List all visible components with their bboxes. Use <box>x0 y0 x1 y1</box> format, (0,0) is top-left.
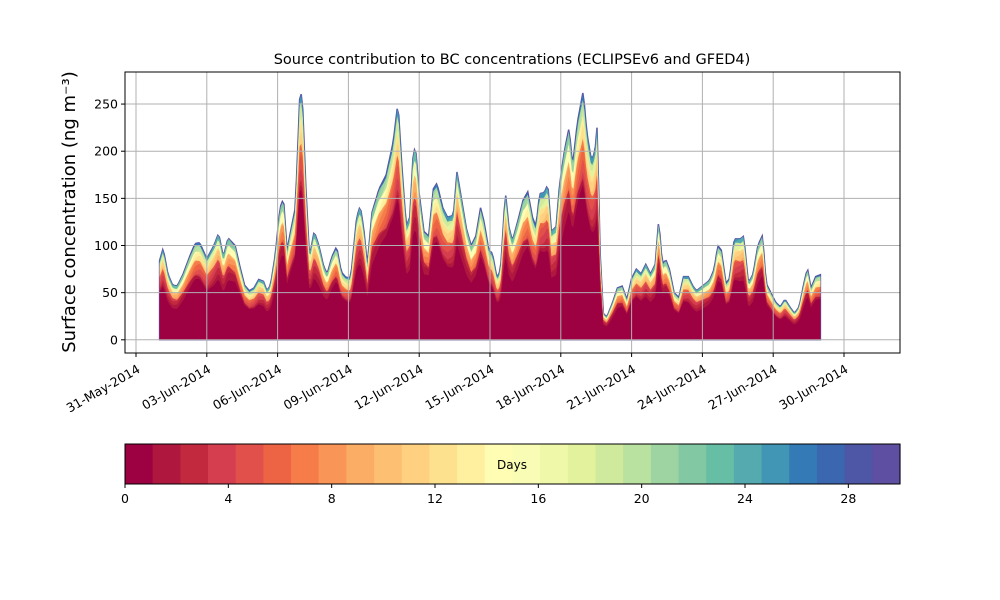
x-tick-label: 18-Jun-2014 <box>493 361 567 412</box>
y-axis: 0 50 100 150 200 250 <box>94 97 125 347</box>
x-tick-label: 27-Jun-2014 <box>706 361 780 412</box>
colorbar-swatch <box>567 444 597 484</box>
colorbar-swatch <box>291 444 320 484</box>
colorbar-swatch <box>789 444 818 484</box>
colorbar-label: Days <box>497 458 527 472</box>
x-tick-label: 03-Jun-2014 <box>139 361 213 412</box>
x-tick-label: 31-May-2014 <box>64 361 143 415</box>
x-tick-label: 09-Jun-2014 <box>281 361 355 412</box>
colorbar-swatch <box>595 444 624 484</box>
x-tick-label: 30-Jun-2014 <box>776 361 850 412</box>
x-tick-label: 15-Jun-2014 <box>422 361 496 412</box>
x-tick-label: 21-Jun-2014 <box>564 361 638 412</box>
colorbar-swatch <box>208 444 237 484</box>
colorbar-swatch <box>374 444 403 484</box>
colorbar-swatch <box>180 444 209 484</box>
x-tick-label: 06-Jun-2014 <box>210 361 284 412</box>
colorbar-swatch <box>401 444 431 484</box>
colorbar-swatch <box>844 444 873 484</box>
colorbar-axis: 0 4 8 12 16 20 24 28 <box>121 484 856 506</box>
colorbar-tick-label: 16 <box>530 491 546 506</box>
colorbar-swatch <box>263 444 292 484</box>
x-tick-label: 12-Jun-2014 <box>352 361 426 412</box>
colorbar-swatch <box>512 444 541 484</box>
colorbar-swatch <box>678 444 707 484</box>
chart-title: Source contribution to BC concentrations… <box>274 52 751 68</box>
y-tick-label: 150 <box>94 191 118 206</box>
colorbar-swatch <box>235 444 264 484</box>
y-tick-label: 50 <box>102 285 118 300</box>
colorbar-swatch <box>761 444 790 484</box>
y-tick-label: 0 <box>110 332 118 347</box>
y-tick-label: 250 <box>94 97 118 112</box>
colorbar-tick-label: 28 <box>840 491 856 506</box>
x-tick-label: 24-Jun-2014 <box>635 361 709 412</box>
area-layer-day-0 <box>159 185 821 340</box>
colorbar-swatch <box>733 444 763 484</box>
plot-frame <box>124 71 901 354</box>
colorbar-tick-label: 12 <box>427 491 443 506</box>
colorbar-swatch <box>429 444 458 484</box>
colorbar-swatch <box>540 444 569 484</box>
y-axis-label: Surface concentration (ng m⁻³) <box>59 71 80 353</box>
colorbar-swatch <box>457 444 486 484</box>
colorbar-swatch <box>484 444 514 484</box>
colorbar-swatch <box>346 444 375 484</box>
colorbar-swatch <box>872 444 901 484</box>
colorbar-swatch <box>318 444 348 484</box>
colorbar-tick-label: 20 <box>634 491 650 506</box>
colorbar-swatch <box>623 444 652 484</box>
x-axis: 31-May-201403-Jun-201406-Jun-201409-Jun-… <box>64 353 851 415</box>
colorbar <box>125 444 901 484</box>
colorbar-tick-label: 8 <box>328 491 336 506</box>
colorbar-tick-label: 24 <box>737 491 753 506</box>
colorbar-swatch <box>650 444 680 484</box>
colorbar-frame <box>124 443 901 485</box>
colorbar-swatch <box>816 444 846 484</box>
y-tick-label: 100 <box>94 238 118 253</box>
y-tick-label: 200 <box>94 144 118 159</box>
grid-lines <box>125 72 900 353</box>
colorbar-tick-label: 0 <box>121 491 129 506</box>
colorbar-tick-label: 4 <box>224 491 232 506</box>
colorbar-swatch <box>152 444 181 484</box>
colorbar-swatch <box>706 444 735 484</box>
colorbar-swatch <box>125 444 154 484</box>
